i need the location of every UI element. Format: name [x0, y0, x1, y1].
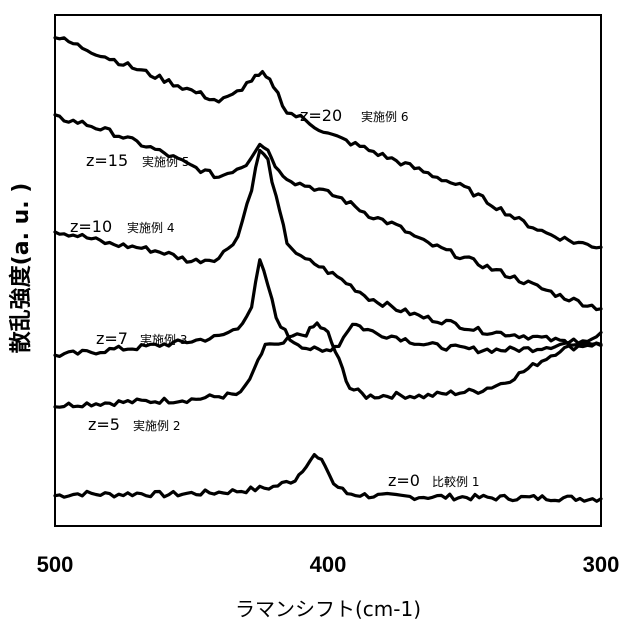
series-label-z: z=10 — [70, 217, 112, 236]
series-line-z7 — [53, 258, 603, 358]
series-line-z20 — [53, 36, 603, 250]
series-line-z5 — [53, 321, 603, 409]
series-line-z15 — [53, 113, 603, 312]
x-tick-label: 400 — [310, 552, 347, 577]
series-label-example: 実施例 6 — [361, 109, 408, 124]
x-tick-label: 300 — [583, 552, 620, 577]
x-axis-label: ラマンシフト(cm-1) — [235, 597, 421, 621]
series-label-example: 実施例 4 — [127, 220, 174, 235]
x-tick-label: 500 — [37, 552, 74, 577]
series-label-z: z=20 — [300, 106, 342, 125]
series-label-example: 実施例 3 — [140, 332, 187, 347]
series-label-z: z=7 — [96, 329, 128, 348]
series-label-z: z=5 — [88, 415, 120, 434]
series-label-z: z=15 — [86, 151, 128, 170]
series-line-z0 — [53, 453, 603, 503]
y-axis-label: 散乱強度(a. u. ) — [8, 183, 34, 354]
plot-frame — [54, 14, 602, 527]
series-label-example: 実施例 2 — [133, 418, 180, 433]
series-label-example: 実施例 5 — [142, 154, 189, 169]
series-line-z10 — [53, 148, 603, 348]
series-label-z: z=0 — [388, 471, 420, 490]
series-label-example: 比較例 1 — [432, 474, 479, 489]
